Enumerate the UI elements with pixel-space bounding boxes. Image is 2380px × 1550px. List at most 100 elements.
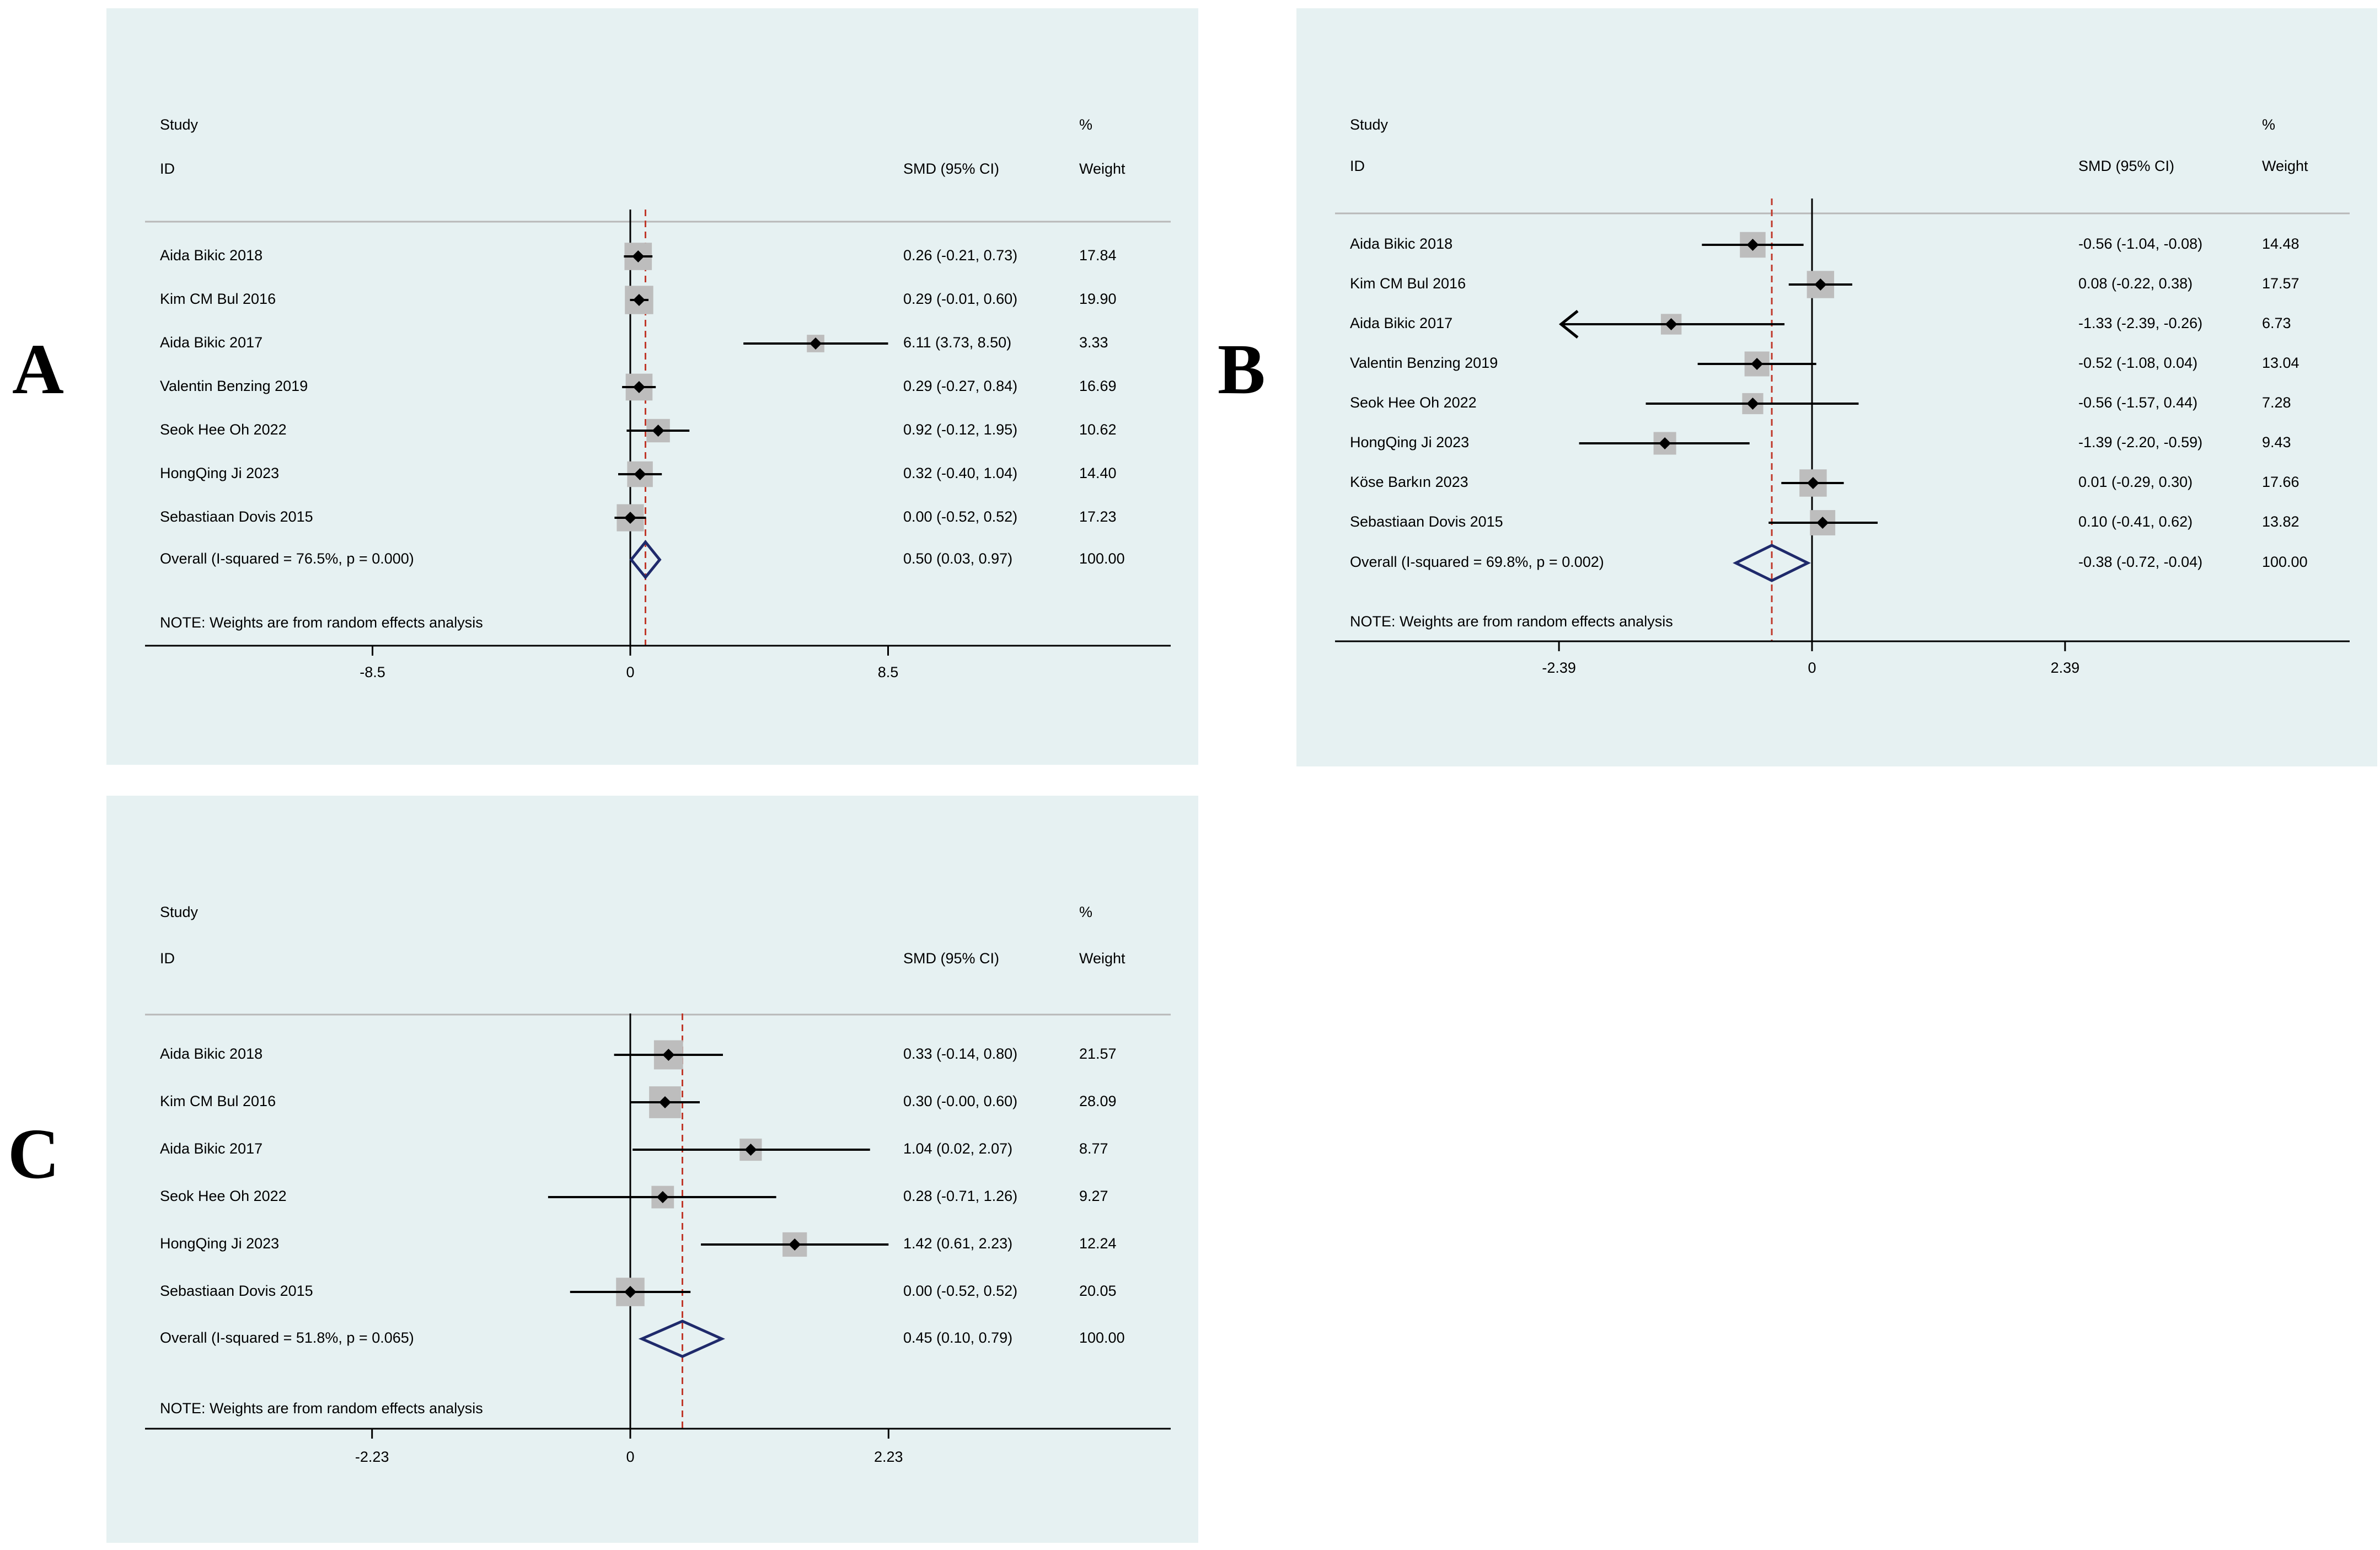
study-smd-ci: 0.29 (-0.01, 0.60) bbox=[903, 291, 1017, 307]
forest-plot-a: Study% ID SMD (95% CI) Weight Aida Bikic 201… bbox=[106, 8, 1198, 765]
study-row: Kim CM Bul 2016 0.30 (-0.00, 0.60) 28.09 bbox=[160, 1086, 1117, 1118]
study-name: Kim CM Bul 2016 bbox=[1350, 275, 1466, 292]
study-weight: 21.57 bbox=[1079, 1045, 1117, 1062]
header-smd-ci: SMD (95% CI) bbox=[2078, 158, 2174, 174]
x-tick-label: -8.5 bbox=[360, 664, 385, 680]
study-smd-ci: 0.32 (-0.40, 1.04) bbox=[903, 465, 1017, 481]
study-smd-ci: 0.92 (-0.12, 1.95) bbox=[903, 421, 1017, 438]
header-percent: % bbox=[2262, 116, 2275, 133]
study-row: Aida Bikic 2017 1.04 (0.02, 2.07) 8.77 bbox=[160, 1138, 1108, 1161]
header-weight: Weight bbox=[2262, 158, 2308, 174]
study-name: Aida Bikic 2017 bbox=[160, 334, 262, 351]
point-estimate bbox=[789, 1238, 801, 1251]
overall-row: Overall (I-squared = 51.8%, p = 0.065) 0.… bbox=[160, 1320, 1125, 1358]
x-tick-label: 0 bbox=[626, 1449, 634, 1465]
study-weight: 13.82 bbox=[2262, 513, 2299, 530]
x-tick-label: 0 bbox=[1808, 659, 1816, 676]
point-estimate bbox=[624, 512, 636, 524]
study-weight: 14.40 bbox=[1079, 465, 1117, 481]
study-row: Aida Bikic 2018 0.33 (-0.14, 0.80) 21.57 bbox=[160, 1040, 1117, 1070]
study-row: Köse Barkın 2023 0.01 (-0.29, 0.30) 17.66 bbox=[1350, 469, 2299, 497]
study-name: Seok Hee Oh 2022 bbox=[1350, 394, 1477, 411]
study-weight: 9.27 bbox=[1079, 1188, 1108, 1204]
study-name: Kim CM Bul 2016 bbox=[160, 1093, 276, 1109]
overall-smd-ci: 0.45 (0.10, 0.79) bbox=[903, 1329, 1012, 1346]
study-name: Sebastiaan Dovis 2015 bbox=[160, 1283, 313, 1299]
study-row: Seok Hee Oh 2022 -0.56 (-1.57, 0.44) 7.28 bbox=[1350, 393, 2291, 415]
point-estimate bbox=[1746, 398, 1759, 410]
study-name: HongQing Ji 2023 bbox=[1350, 434, 1469, 450]
note-text: NOTE: Weights are from random effects an… bbox=[160, 1400, 483, 1417]
study-weight: 19.90 bbox=[1079, 291, 1117, 307]
x-tick-label: -2.23 bbox=[355, 1449, 389, 1465]
study-smd-ci: 0.26 (-0.21, 0.73) bbox=[903, 247, 1017, 264]
header-smd-ci: SMD (95% CI) bbox=[903, 950, 999, 967]
study-row: Sebastiaan Dovis 2015 0.10 (-0.41, 0.62) 1… bbox=[1350, 510, 2299, 535]
header-id: ID bbox=[160, 160, 175, 177]
study-smd-ci: 0.00 (-0.52, 0.52) bbox=[903, 1283, 1017, 1299]
point-estimate bbox=[744, 1144, 757, 1156]
study-smd-ci: -0.56 (-1.57, 0.44) bbox=[2078, 394, 2197, 411]
study-row: Sebastiaan Dovis 2015 0.00 (-0.52, 0.52) 2… bbox=[160, 1278, 1117, 1306]
study-smd-ci: -1.33 (-2.39, -0.26) bbox=[2078, 315, 2202, 331]
study-row: Kim CM Bul 2016 0.29 (-0.01, 0.60) 19.90 bbox=[160, 286, 1117, 314]
study-name: Sebastiaan Dovis 2015 bbox=[1350, 513, 1503, 530]
study-weight: 14.48 bbox=[2262, 235, 2299, 252]
study-weight: 16.69 bbox=[1079, 378, 1117, 394]
forest-plot-b: Study% ID SMD (95% CI) Weight Aida Bikic 201… bbox=[1296, 8, 2377, 766]
ci-arrow-left bbox=[1558, 310, 1579, 339]
note-text: NOTE: Weights are from random effects an… bbox=[160, 614, 483, 631]
overall-diamond bbox=[629, 540, 662, 580]
study-weight: 13.04 bbox=[2262, 355, 2299, 371]
study-smd-ci: 0.28 (-0.71, 1.26) bbox=[903, 1188, 1017, 1204]
study-weight: 12.24 bbox=[1079, 1235, 1117, 1252]
study-row: Kim CM Bul 2016 0.08 (-0.22, 0.38) 17.57 bbox=[1350, 271, 2299, 298]
study-row: Seok Hee Oh 2022 0.28 (-0.71, 1.26) 9.27 bbox=[160, 1186, 1108, 1209]
study-row: Aida Bikic 2017 6.11 (3.73, 8.50) 3.33 bbox=[160, 334, 1108, 352]
study-smd-ci: -0.56 (-1.04, -0.08) bbox=[2078, 235, 2202, 252]
point-estimate bbox=[656, 1191, 669, 1203]
study-name: Valentin Benzing 2019 bbox=[160, 378, 308, 394]
study-weight: 3.33 bbox=[1079, 334, 1108, 351]
study-smd-ci: 0.00 (-0.52, 0.52) bbox=[903, 508, 1017, 525]
study-name: Aida Bikic 2018 bbox=[160, 247, 262, 264]
panel-label-c: C bbox=[8, 1114, 60, 1194]
point-estimate bbox=[810, 337, 822, 350]
study-smd-ci: 0.01 (-0.29, 0.30) bbox=[2078, 474, 2193, 490]
study-smd-ci: -1.39 (-2.20, -0.59) bbox=[2078, 434, 2202, 450]
study-smd-ci: 0.29 (-0.27, 0.84) bbox=[903, 378, 1017, 394]
overall-row: Overall (I-squared = 69.8%, p = 0.002) -0… bbox=[1350, 544, 2308, 582]
study-name: Aida Bikic 2017 bbox=[1350, 315, 1452, 331]
point-estimate bbox=[659, 1096, 671, 1108]
study-row: Sebastiaan Dovis 2015 0.00 (-0.52, 0.52) 1… bbox=[160, 504, 1117, 532]
header-weight: Weight bbox=[1079, 160, 1125, 177]
panel-label-b: B bbox=[1218, 330, 1266, 409]
point-estimate bbox=[662, 1049, 675, 1061]
header-percent: % bbox=[1079, 116, 1092, 133]
point-estimate bbox=[1816, 517, 1829, 529]
header-id: ID bbox=[160, 950, 175, 967]
study-weight: 10.62 bbox=[1079, 421, 1117, 438]
point-estimate bbox=[632, 250, 645, 262]
forest-plot-c: Study% ID SMD (95% CI) Weight Aida Bikic 201… bbox=[106, 796, 1198, 1543]
study-weight: 6.73 bbox=[2262, 315, 2291, 331]
forest-plot-svg-c: Study % ID SMD (95% CI) Weight Aida Bikic 201… bbox=[106, 796, 1198, 1543]
x-tick-label: 8.5 bbox=[878, 664, 899, 680]
study-weight: 9.43 bbox=[2262, 434, 2291, 450]
study-row: Aida Bikic 2018 0.26 (-0.21, 0.73) 17.84 bbox=[160, 243, 1117, 270]
header-study: Study bbox=[1350, 116, 1389, 133]
study-row: Aida Bikic 2018 -0.56 (-1.04, -0.08) 14.48 bbox=[1350, 232, 2299, 258]
point-estimate bbox=[632, 381, 645, 393]
study-smd-ci: 0.08 (-0.22, 0.38) bbox=[2078, 275, 2193, 292]
study-row: Valentin Benzing 2019 -0.52 (-1.08, 0.04)… bbox=[1350, 351, 2299, 377]
x-tick-label: -2.39 bbox=[1542, 659, 1576, 676]
study-smd-ci: 1.04 (0.02, 2.07) bbox=[903, 1140, 1012, 1157]
study-name: Aida Bikic 2017 bbox=[160, 1140, 262, 1157]
study-row: HongQing Ji 2023 1.42 (0.61, 2.23) 12.24 bbox=[160, 1232, 1117, 1257]
x-tick-label: 0 bbox=[626, 664, 634, 680]
study-name: Aida Bikic 2018 bbox=[1350, 235, 1452, 252]
study-smd-ci: 0.30 (-0.00, 0.60) bbox=[903, 1093, 1017, 1109]
panel-background bbox=[1296, 8, 2377, 766]
study-smd-ci: 0.10 (-0.41, 0.62) bbox=[2078, 513, 2193, 530]
study-weight: 17.23 bbox=[1079, 508, 1117, 525]
